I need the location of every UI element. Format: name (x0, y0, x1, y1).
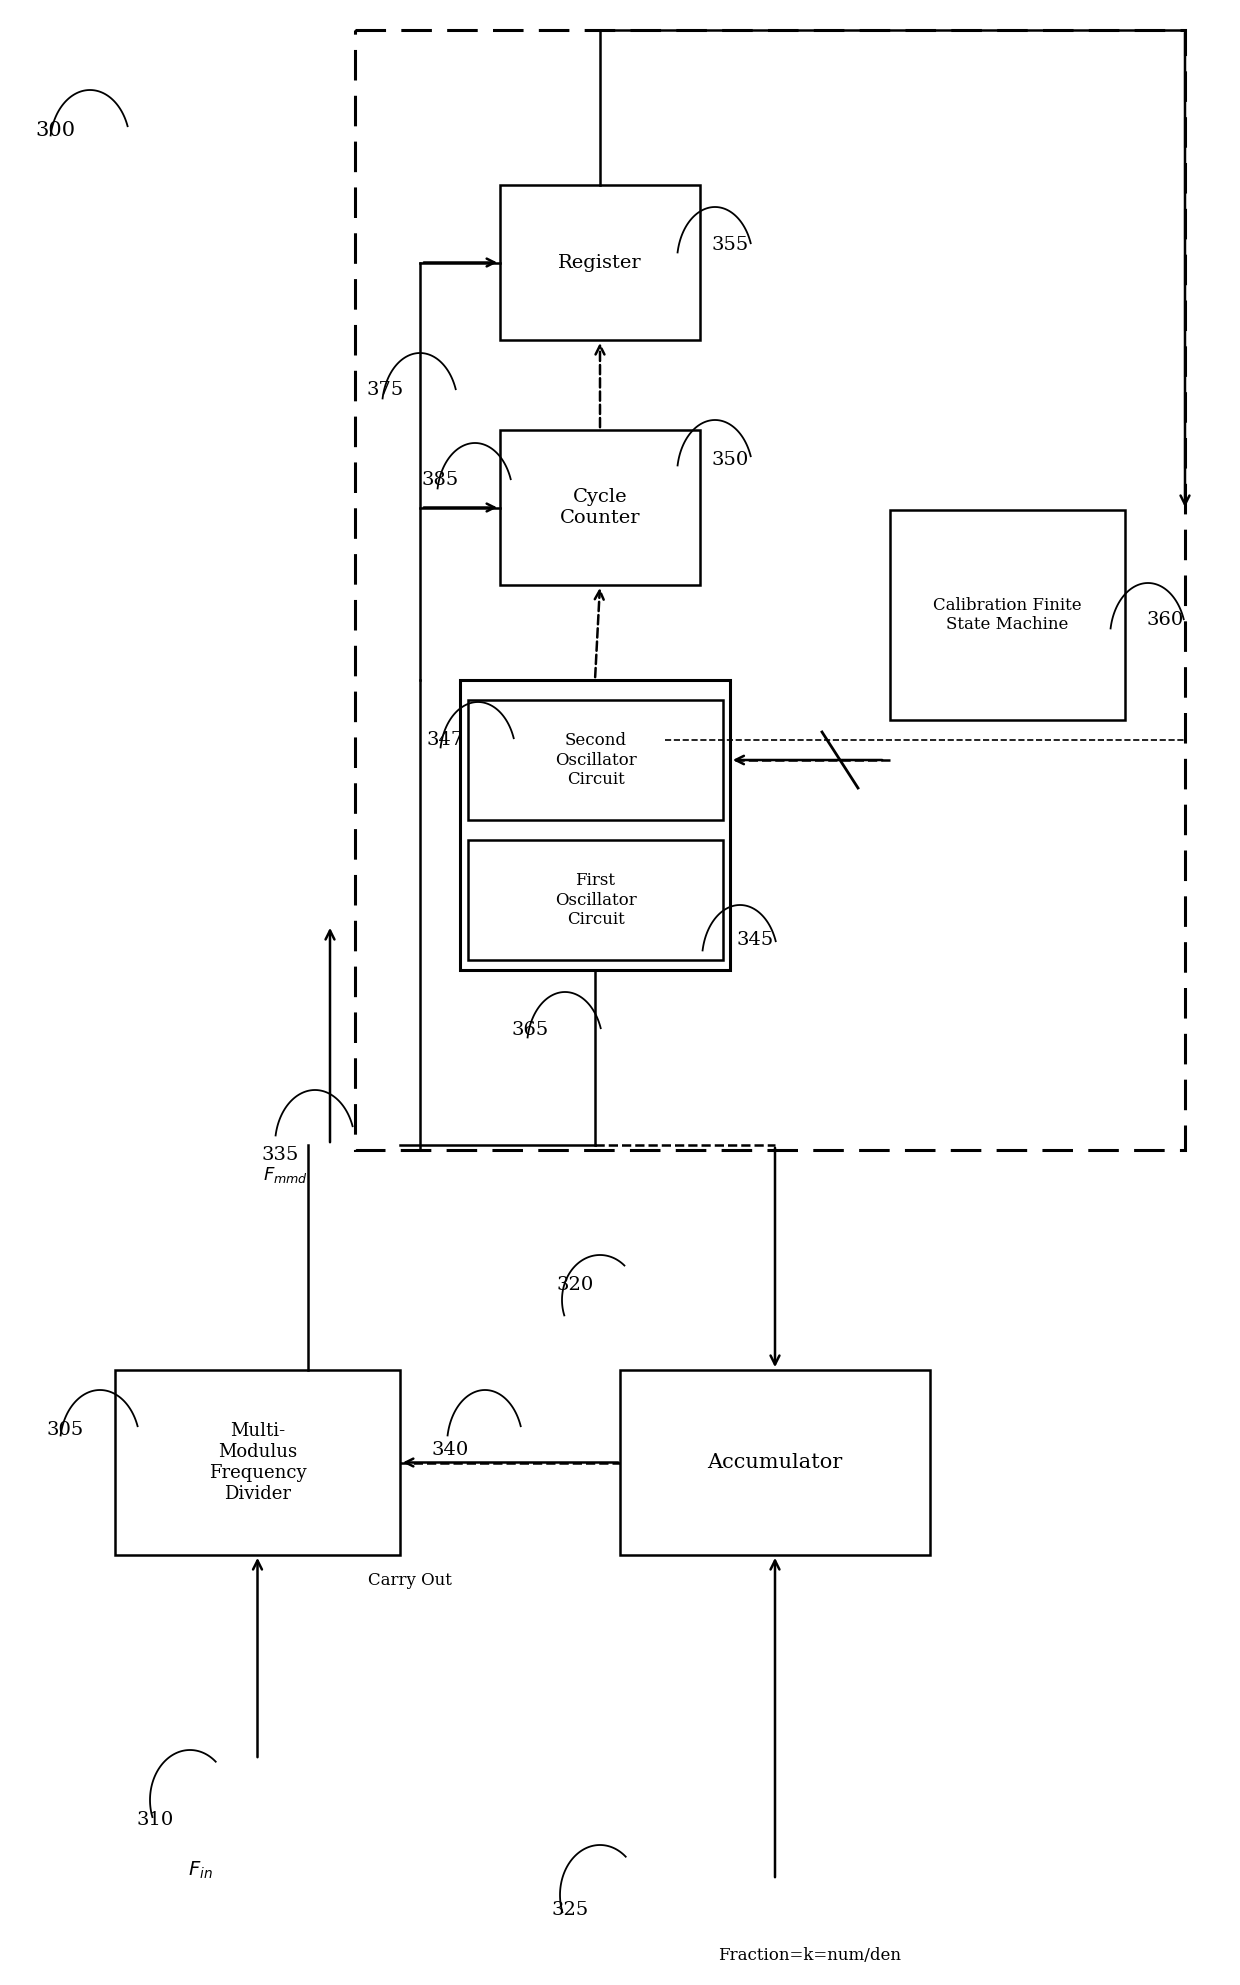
Text: Register: Register (558, 254, 642, 272)
Text: 320: 320 (557, 1276, 594, 1294)
Text: $F_{in}$: $F_{in}$ (187, 1860, 212, 1880)
Text: $F_{mmd}$: $F_{mmd}$ (263, 1165, 308, 1185)
Bar (355, 30, 1185, 1149)
Text: Cycle
Counter: Cycle Counter (559, 488, 640, 526)
Bar (500, 185, 701, 339)
Bar (467, 701, 723, 820)
Bar (460, 681, 730, 971)
Text: 350: 350 (712, 451, 749, 468)
Text: 310: 310 (136, 1810, 174, 1828)
Text: 385: 385 (422, 470, 459, 488)
Text: 325: 325 (552, 1902, 589, 1919)
Bar (115, 1370, 401, 1554)
Text: 335: 335 (262, 1145, 299, 1163)
Bar (500, 431, 701, 586)
Text: 300: 300 (35, 121, 76, 139)
Text: Accumulator: Accumulator (707, 1453, 843, 1473)
Text: Second
Oscillator
Circuit: Second Oscillator Circuit (554, 732, 636, 788)
Text: 345: 345 (737, 931, 774, 949)
Bar (890, 510, 1125, 721)
Text: 365: 365 (511, 1020, 548, 1038)
Text: Multi-
Modulus
Frequency
Divider: Multi- Modulus Frequency Divider (208, 1423, 306, 1503)
Text: 360: 360 (1146, 611, 1184, 629)
Text: 355: 355 (712, 236, 749, 254)
Bar (467, 840, 723, 961)
Text: First
Oscillator
Circuit: First Oscillator Circuit (554, 871, 636, 929)
Text: Carry Out: Carry Out (368, 1572, 451, 1588)
Bar (620, 1370, 930, 1554)
Text: 340: 340 (432, 1441, 469, 1459)
Text: Fraction=k=num/den: Fraction=k=num/den (718, 1947, 901, 1963)
Text: Calibration Finite
State Machine: Calibration Finite State Machine (934, 597, 1081, 633)
Text: 347: 347 (427, 730, 464, 748)
Text: 375: 375 (366, 381, 404, 399)
Text: 305: 305 (46, 1421, 83, 1439)
